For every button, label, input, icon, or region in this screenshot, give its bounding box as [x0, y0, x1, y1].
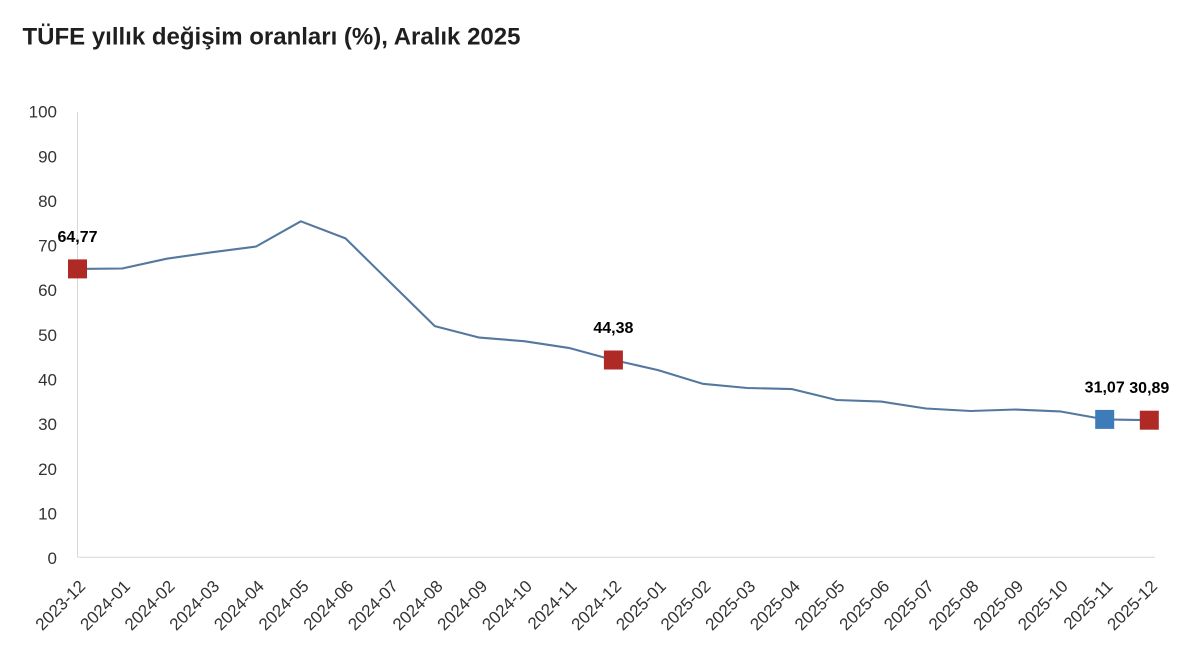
svg-text:80: 80	[38, 192, 57, 211]
svg-text:TÜFE yıllık değişim oranları (: TÜFE yıllık değişim oranları (%), Aralık…	[23, 24, 521, 51]
svg-text:44,38: 44,38	[593, 320, 633, 337]
svg-text:31,07: 31,07	[1085, 379, 1125, 396]
svg-text:64,77: 64,77	[57, 229, 97, 246]
svg-text:20: 20	[38, 460, 57, 479]
svg-text:100: 100	[29, 103, 57, 122]
svg-text:10: 10	[38, 504, 57, 523]
svg-text:40: 40	[38, 371, 57, 390]
svg-text:50: 50	[38, 326, 57, 345]
svg-text:70: 70	[38, 237, 57, 256]
svg-text:60: 60	[38, 281, 57, 300]
svg-text:0: 0	[48, 549, 57, 568]
svg-text:90: 90	[38, 147, 57, 166]
svg-text:30: 30	[38, 415, 57, 434]
svg-text:30,89: 30,89	[1129, 380, 1169, 397]
